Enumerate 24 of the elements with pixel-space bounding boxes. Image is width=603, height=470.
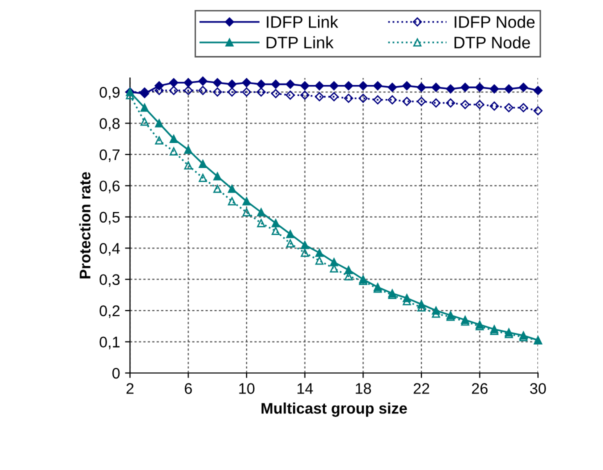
legend-label: IDFP Node: [454, 16, 535, 28]
x-tick-label: 30: [530, 383, 546, 394]
y-tick-label: 0,8: [100, 118, 120, 131]
y-tick-label: 0,9: [100, 86, 120, 100]
legend-label: IDFP Link: [266, 16, 338, 28]
y-tick-label: 0,7: [100, 149, 120, 162]
y-tick-label: 0,3: [100, 274, 120, 287]
y-tick-label: 0: [112, 368, 120, 379]
x-tick-label: 22: [414, 383, 430, 394]
legend-label: DTP Node: [454, 36, 530, 48]
legend-label: DTP Link: [266, 36, 334, 48]
x-tick-label: 26: [472, 383, 488, 394]
x-tick-label: 10: [239, 383, 254, 394]
x-axis-title: Multicast group size: [262, 402, 407, 417]
y-tick-label: 0,5: [100, 212, 120, 224]
y-tick-label: 0,4: [100, 243, 120, 256]
x-tick-label: 18: [356, 383, 371, 394]
x-tick-label: 6: [184, 383, 192, 394]
y-tick-label: 0,6: [100, 180, 120, 194]
y-tick-label: 0,1: [100, 336, 120, 350]
y-tick-label: 0,2: [100, 305, 120, 318]
x-tick-label: 14: [298, 383, 313, 394]
y-axis-title: Protection rate: [79, 172, 90, 278]
x-tick-label: 2: [126, 383, 134, 394]
